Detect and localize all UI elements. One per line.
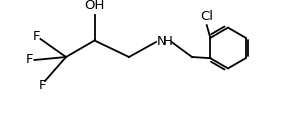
Text: N: N xyxy=(157,35,167,48)
Text: OH: OH xyxy=(84,0,105,12)
Text: F: F xyxy=(26,54,34,67)
Text: F: F xyxy=(33,30,40,43)
Text: F: F xyxy=(38,79,46,92)
Text: H: H xyxy=(163,35,173,48)
Text: Cl: Cl xyxy=(200,10,213,23)
